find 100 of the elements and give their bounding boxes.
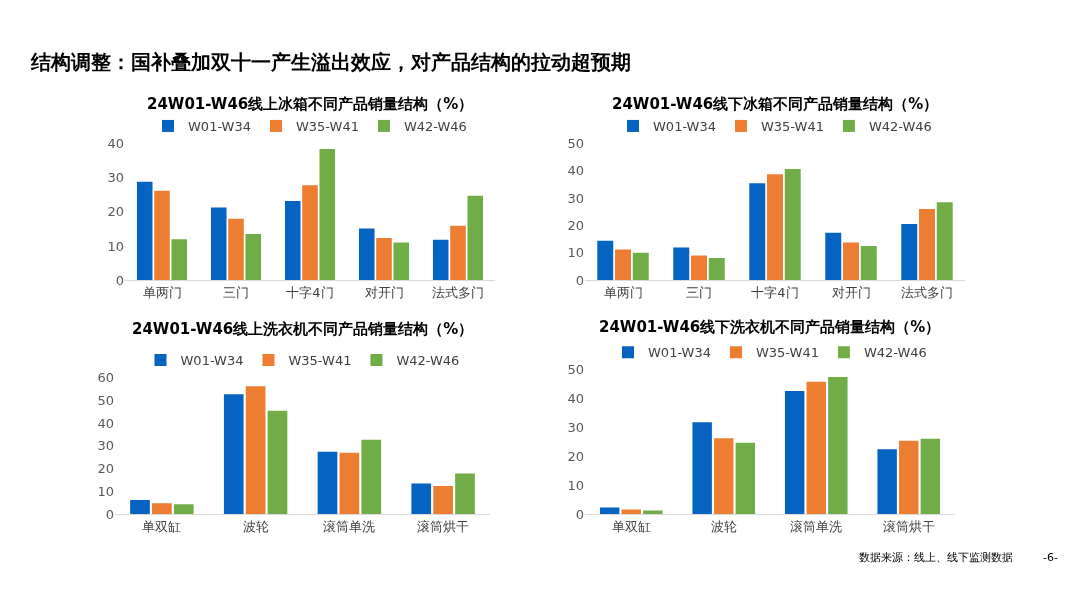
y-tick-label: 10	[97, 483, 114, 499]
bar	[302, 185, 318, 281]
bar	[173, 504, 194, 515]
bar	[597, 240, 614, 281]
y-tick-label: 20	[107, 204, 124, 220]
chart-title: 24W01-W46线下洗衣机不同产品销量结构（%）	[599, 318, 941, 336]
bar	[317, 451, 338, 515]
x-tick-label: 单双缸	[142, 518, 182, 534]
x-tick-label: 三门	[686, 284, 712, 300]
bar	[171, 239, 188, 281]
x-tick-label: 单两门	[603, 284, 643, 300]
x-tick-label: 三门	[223, 284, 249, 300]
bar	[361, 439, 382, 515]
bar	[632, 252, 649, 281]
y-tick-label: 10	[567, 245, 584, 261]
bar	[877, 449, 897, 515]
legend-label: W01-W34	[188, 119, 251, 135]
bar	[843, 242, 859, 281]
y-tick-label: 10	[107, 238, 124, 254]
bar	[735, 442, 756, 515]
x-tick-label: 十字4门	[751, 284, 799, 300]
x-tick-label: 法式多门	[432, 284, 484, 300]
bar	[319, 149, 336, 281]
bar	[936, 202, 953, 281]
bar	[210, 207, 227, 281]
legend-label: W01-W34	[653, 119, 716, 135]
bar	[920, 438, 941, 515]
bar	[152, 503, 172, 515]
bar	[692, 422, 712, 515]
bar	[245, 234, 262, 281]
legend-label: W42-W46	[868, 119, 932, 135]
legend-label: W35-W41	[295, 119, 359, 135]
x-tick-label: 对开门	[831, 284, 871, 300]
legend-label: W42-W46	[863, 345, 927, 361]
x-tick-label: 单两门	[142, 284, 182, 300]
y-tick-label: 30	[107, 170, 124, 186]
bar	[784, 390, 805, 515]
bar	[339, 452, 360, 515]
bar	[358, 228, 375, 281]
y-tick-label: 50	[567, 136, 584, 152]
bar	[467, 195, 484, 281]
y-tick-label: 20	[97, 461, 114, 477]
y-tick-label: 40	[97, 415, 114, 431]
legend-label: W01-W34	[180, 353, 244, 369]
x-tick-label: 滚筒烘干	[417, 518, 470, 534]
y-tick-label: 10	[567, 477, 584, 493]
y-tick-label: 0	[575, 272, 584, 288]
bar	[284, 200, 301, 281]
bar	[825, 232, 842, 281]
legend-label: W35-W41	[755, 345, 819, 361]
bar	[450, 225, 466, 281]
x-tick-label: 滚筒单洗	[323, 518, 376, 534]
bar	[919, 209, 935, 281]
y-tick-label: 0	[115, 272, 124, 288]
y-tick-label: 40	[567, 391, 584, 407]
legend-label: W35-W41	[288, 353, 352, 369]
bar	[245, 386, 266, 515]
bar	[376, 238, 392, 281]
y-tick-label: 30	[97, 438, 114, 454]
bar	[433, 485, 453, 515]
x-tick-label: 十字4门	[286, 284, 334, 300]
y-tick-label: 0	[105, 506, 114, 522]
bar	[223, 394, 244, 515]
bar	[615, 249, 631, 281]
bar	[455, 473, 475, 515]
x-tick-label: 波轮	[710, 518, 737, 534]
bar	[393, 242, 410, 281]
legend-label: W42-W46	[396, 353, 460, 369]
chart-title: 24W01-W46线上冰箱不同产品销量结构（%）	[147, 95, 474, 113]
y-tick-label: 50	[567, 362, 584, 378]
bar	[267, 410, 288, 515]
bar	[673, 247, 690, 281]
bar	[411, 483, 432, 515]
bar	[749, 183, 766, 281]
bar	[643, 510, 663, 515]
x-tick-label: 波轮	[242, 518, 269, 534]
y-tick-label: 0	[575, 506, 584, 522]
bar	[432, 239, 449, 281]
x-tick-label: 单双缸	[611, 518, 651, 534]
text: -6-	[1043, 551, 1058, 564]
y-tick-label: 60	[97, 370, 114, 386]
text: 结构调整：国补叠加双十一产生溢出效应，对产品结构的拉动超预期	[30, 50, 631, 74]
bar	[899, 440, 919, 515]
x-tick-label: 滚筒烘干	[882, 518, 935, 534]
bar	[901, 224, 918, 281]
legend-label: W01-W34	[648, 345, 711, 361]
x-tick-label: 法式多门	[901, 284, 953, 300]
y-tick-label: 50	[97, 392, 114, 408]
y-tick-label: 40	[107, 136, 124, 152]
bar	[154, 190, 170, 281]
x-tick-label: 对开门	[364, 284, 404, 300]
bar	[691, 255, 707, 281]
chart-title: 24W01-W46线下冰箱不同产品销量结构（%）	[612, 95, 939, 113]
bar	[130, 500, 150, 515]
legend-label: W35-W41	[760, 119, 824, 135]
y-tick-label: 20	[567, 448, 584, 464]
legend-label: W42-W46	[403, 119, 467, 135]
y-tick-label: 30	[567, 190, 584, 206]
bar	[708, 257, 725, 281]
bar	[828, 377, 848, 515]
